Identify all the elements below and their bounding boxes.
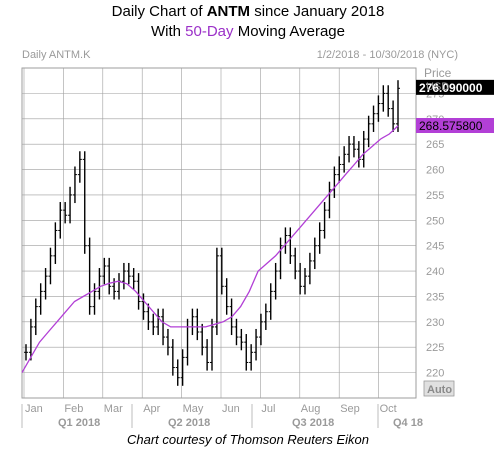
moving-average-line (21, 125, 399, 373)
time-axis: Jan Feb Mar Apr May Jun Jul Aug Sep Oct Q1 2018 Q2 … (21, 403, 423, 429)
month-label: Jan (25, 403, 43, 415)
quarter-label: Q2 2018 (168, 417, 210, 429)
chart-credit: Chart courtesy of Thomson Reuters Eikon (126, 432, 370, 447)
quarter-label: Q3 2018 (292, 417, 334, 429)
y-tick-label: 255 (426, 190, 444, 202)
month-label: Oct (380, 403, 397, 415)
ma-value: 268.575800 (419, 119, 483, 133)
month-label: Feb (64, 403, 83, 415)
month-label: Aug (301, 403, 321, 415)
last-price-value: 276.090000 (419, 81, 483, 95)
date-range-label: 1/2/2018 - 10/30/2018 (NYC) (316, 49, 458, 61)
month-label: Sep (340, 403, 360, 415)
chart-subtitle: With 50-Day Moving Average (151, 23, 345, 40)
y-tick-label: 225 (426, 342, 444, 354)
quarter-label: Q4 18 (393, 417, 423, 429)
plot-frame (21, 67, 417, 399)
month-label: Apr (143, 403, 160, 415)
chart-title: Daily Chart of ANTM since January 2018 (111, 3, 385, 20)
y-tick-label: 250 (426, 215, 444, 227)
auto-scale-label: Auto (427, 384, 452, 396)
y-tick-label: 235 (426, 291, 444, 303)
y-tick-label: 265 (426, 139, 444, 151)
y-tick-label: 230 (426, 317, 444, 329)
y-tick-label: 220 (426, 368, 444, 380)
ma-value-tag (416, 117, 494, 133)
grid (21, 67, 417, 399)
currency-label: USD (426, 81, 449, 93)
instrument-label: Daily ANTM.K (22, 49, 91, 61)
month-label: Jun (222, 403, 240, 415)
y-tick-label: 240 (426, 266, 444, 278)
month-label: May (183, 403, 204, 415)
y-tick-label: 260 (426, 165, 444, 177)
last-price-tag (416, 79, 494, 95)
month-label: Jul (261, 403, 275, 415)
moving-average (21, 125, 399, 373)
auto-scale-box (423, 380, 455, 397)
quarter-label: Q1 2018 (58, 417, 100, 429)
price-axis-label: Price (424, 66, 452, 80)
y-tick-label: 245 (426, 241, 444, 253)
price-axis: 220225230235240245250255260265270275276.… (416, 66, 494, 397)
price-bars (24, 80, 400, 386)
month-label: Mar (104, 403, 123, 415)
